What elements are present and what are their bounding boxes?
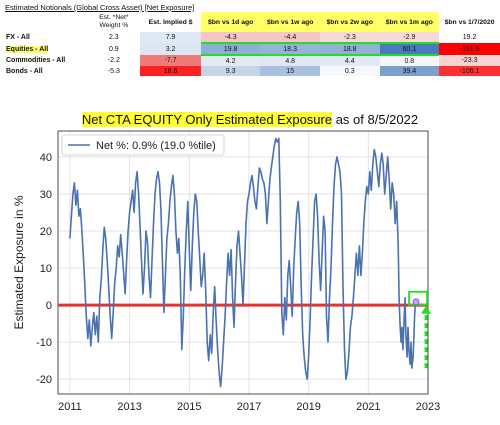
legend-label: Net %: 0.9% (19.0 %tile) (96, 140, 216, 152)
y-tick-label: 0 (46, 300, 52, 312)
series-line (69, 137, 417, 388)
cell-since-2020: 19.2 (439, 32, 500, 43)
row-label: Bonds - All (6, 67, 43, 75)
cell-1d: 19.8 (200, 42, 261, 56)
chart-title-rest: as of 8/5/2022 (332, 112, 419, 127)
cell-1m: -2.9 (379, 32, 440, 43)
cell-1d: -4.3 (200, 32, 261, 43)
table-row: Equities - All 0.9 3.2 19.8 18.3 18.8 60… (4, 42, 500, 56)
cell-2w: -2.3 (319, 32, 380, 43)
header-2w: $bn vs 2w ago (319, 12, 380, 32)
cell-2w: 0.3 (319, 66, 380, 76)
cell-1w: 18.3 (260, 42, 320, 56)
cell-implied: 3.2 (140, 43, 201, 55)
annotation-box (408, 290, 428, 306)
last-value-marker (412, 298, 420, 306)
cell-since-2020: -106.1 (439, 66, 500, 76)
y-axis-label: Estimated Exposure in % (12, 195, 26, 329)
y-tick-label: 10 (40, 263, 52, 275)
cell-weight: -5.3 (87, 66, 141, 76)
header-1d: $bn vs 1d ago (200, 12, 261, 32)
cell-1w: 4.8 (260, 55, 320, 66)
cell-weight: 2.3 (87, 32, 141, 43)
chart-title: Net CTA EQUITY Only Estimated Exposure a… (0, 112, 500, 127)
chart-title-highlight: Net CTA EQUITY Only Estimated Exposure (81, 112, 333, 127)
header-1m: $bn vs 1m ago (379, 12, 440, 32)
row-label-text: Equities - All (6, 45, 49, 53)
y-tick-label: 20 (40, 226, 52, 238)
y-tick-label: -10 (36, 337, 52, 349)
header-implied: Est. Implied $ (148, 18, 193, 26)
cell-implied: -7.7 (140, 55, 201, 66)
header-weight: Est. *Net* Weight % (99, 14, 129, 29)
x-tick-label: 2011 (58, 401, 82, 413)
cell-2w: 4.4 (319, 55, 380, 66)
x-tick-label: 2023 (416, 401, 440, 413)
row-label: FX - All (6, 34, 30, 41)
row-label: Commodities - All (6, 57, 66, 64)
annotation-arrow-head (421, 305, 432, 314)
cell-implied: 7.9 (140, 32, 201, 43)
table-title: Estimated Notionals (Global Cross Asset)… (5, 3, 195, 12)
cell-1m: 39.4 (379, 66, 440, 76)
cell-weight: -2.2 (87, 55, 141, 66)
x-tick-label: 2015 (177, 401, 201, 413)
cell-1w: 15 (260, 66, 320, 76)
x-tick-label: 2021 (356, 401, 380, 413)
y-tick-label: 30 (40, 189, 52, 201)
table-row: Commodities - All -2.2 -7.7 4.2 4.8 4.4 … (4, 55, 500, 66)
cell-since-2020: -23.3 (439, 55, 500, 66)
cell-1d: 4.2 (200, 55, 261, 66)
table-row: FX - All 2.3 7.9 -4.3 -4.4 -2.3 -2.9 19.… (4, 32, 500, 43)
header-1w: $bn vs 1w ago (260, 12, 320, 32)
x-tick-label: 2013 (117, 401, 141, 413)
notionals-table: Est. *Net* Weight % Est. Implied $ $bn v… (4, 12, 500, 76)
legend-box (61, 134, 225, 156)
table-header-row: Est. *Net* Weight % Est. Implied $ $bn v… (4, 12, 500, 32)
cell-1w: -4.4 (260, 32, 320, 43)
cell-implied: 18.6 (140, 66, 201, 76)
row-label: Equities - All (4, 43, 87, 55)
plot-frame (57, 130, 429, 395)
cell-1m: 60.1 (379, 42, 440, 56)
header-since-2020: $bn vs 1/7/2020 (444, 18, 495, 26)
table-row: Bonds - All -5.3 18.6 9.3 15 0.3 39.4 -1… (4, 66, 500, 76)
x-tick-label: 2019 (296, 401, 320, 413)
cell-1m: 0.8 (379, 55, 440, 66)
y-tick-label: -20 (36, 374, 52, 386)
cell-since-2020: -151.5 (439, 43, 500, 55)
cell-weight: 0.9 (87, 43, 141, 55)
cell-2w: 18.8 (319, 42, 380, 56)
y-tick-label: 40 (40, 152, 52, 164)
x-tick-label: 2017 (237, 401, 261, 413)
cell-1d: 9.3 (200, 66, 261, 76)
